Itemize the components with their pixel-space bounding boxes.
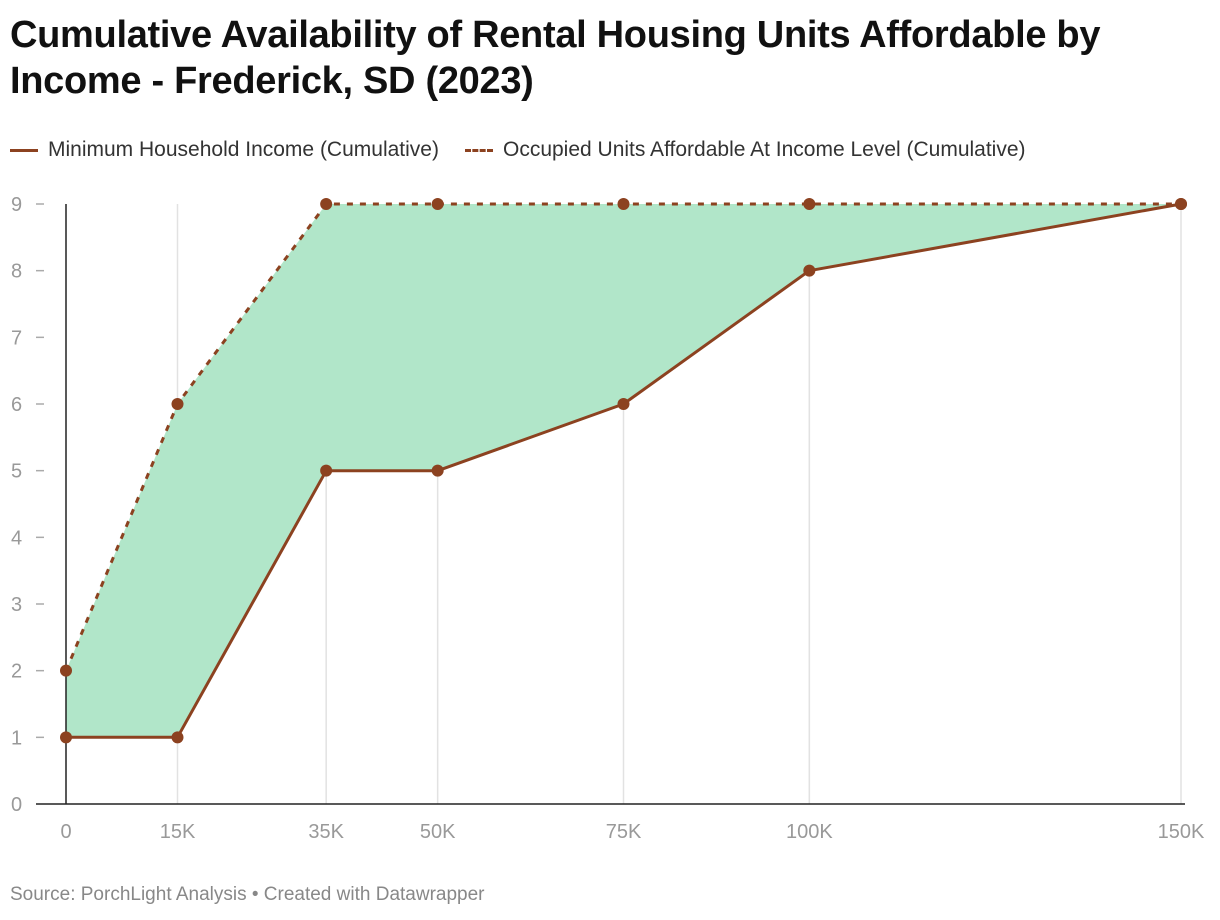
y-tick-label-5: 5 xyxy=(11,461,22,483)
data-point-min-household-income-50K xyxy=(431,464,444,477)
y-tick-label-8: 8 xyxy=(11,261,22,283)
data-point-occupied-units-75K xyxy=(617,198,630,210)
legend-item-dashed: Occupied Units Affordable At Income Leve… xyxy=(464,138,1026,162)
fill-between-series xyxy=(66,204,1181,738)
data-point-occupied-units-35K xyxy=(320,198,333,210)
legend-label-dashed: Occupied Units Affordable At Income Leve… xyxy=(502,138,1026,161)
label-layer: 0 1 2 3 4 5 6 7 8 9 0 15K 35K 50K 75K 100K 150K xyxy=(11,194,1205,843)
x-tick-label-100K: 100K xyxy=(786,821,833,843)
y-tick-label-3: 3 xyxy=(11,594,22,616)
data-point-min-household-income-75K xyxy=(617,398,630,410)
data-point-min-household-income-0 xyxy=(60,731,72,744)
legend-item-solid: Minimum Household Income (Cumulative) xyxy=(10,138,439,162)
data-point-occupied-units-150K xyxy=(1175,198,1187,210)
y-tick-label-0: 0 xyxy=(11,794,22,816)
legend: Minimum Household Income (Cumulative) Oc… xyxy=(10,136,1052,164)
y-tick-label-1: 1 xyxy=(11,727,22,749)
data-point-occupied-units-50K xyxy=(431,198,444,210)
x-tick-label-50K: 50K xyxy=(420,821,456,843)
data-point-min-household-income-15K xyxy=(171,731,184,744)
y-tick-label-6: 6 xyxy=(11,394,22,416)
data-point-occupied-units-15K xyxy=(171,398,184,410)
chart-plot: 0 1 2 3 4 5 6 7 8 9 0 15K 35K 50K 75K 100K 150K xyxy=(11,194,1205,843)
y-tick-label-2: 2 xyxy=(11,661,22,683)
x-tick-label-75K: 75K xyxy=(606,821,642,843)
legend-swatch-solid xyxy=(10,148,38,152)
y-tick-label-9: 9 xyxy=(11,194,22,216)
x-tick-label-15K: 15K xyxy=(160,821,196,843)
point-layer xyxy=(60,198,1187,744)
x-tick-label-35K: 35K xyxy=(308,821,344,843)
data-point-occupied-units-100K xyxy=(803,198,816,210)
axis-layer xyxy=(36,203,1185,805)
y-tick-label-7: 7 xyxy=(11,327,22,349)
data-point-min-household-income-100K xyxy=(803,264,816,277)
fill-layer xyxy=(66,204,1181,738)
data-point-occupied-units-0 xyxy=(60,664,72,677)
chart-title: Cumulative Availability of Rental Housin… xyxy=(10,14,1101,102)
x-tick-label-150K: 150K xyxy=(1158,821,1205,843)
data-point-min-household-income-35K xyxy=(320,464,333,477)
legend-label-solid: Minimum Household Income (Cumulative) xyxy=(48,138,439,161)
y-tick-label-4: 4 xyxy=(11,527,22,549)
x-tick-label-0: 0 xyxy=(60,821,71,843)
source-footer: Source: PorchLight Analysis • Created wi… xyxy=(10,884,485,905)
legend-swatch-dashed xyxy=(464,148,493,152)
